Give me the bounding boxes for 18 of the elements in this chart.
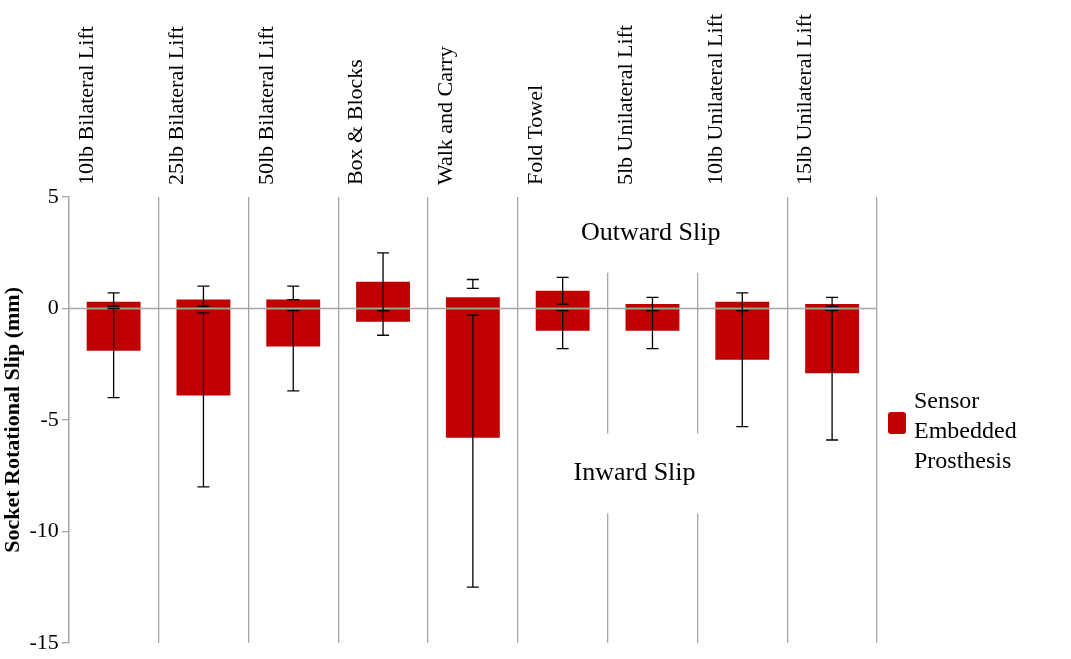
x-tick-label: 10lb Bilateral Lift — [73, 26, 99, 186]
annotation: Inward Slip — [573, 457, 696, 487]
annotation: Outward Slip — [580, 216, 721, 246]
y-tick-label: -10 — [29, 517, 59, 543]
x-tick-label: Box & Blocks — [342, 59, 368, 186]
y-tick-label: -5 — [40, 405, 59, 431]
x-tick-label: Walk and Carry — [432, 46, 458, 186]
legend-label: Sensor Embedded Prosthesis — [914, 386, 1018, 475]
y-tick-label: 5 — [47, 182, 59, 208]
y-tick-label: 0 — [47, 294, 59, 320]
x-tick-label: 5lb Unilateral Lift — [611, 25, 637, 186]
y-tick-label: -15 — [29, 628, 59, 654]
x-tick-label: 10lb Unilateral Lift — [701, 14, 727, 186]
x-tick-label: 15lb Unilateral Lift — [791, 14, 817, 186]
x-tick-label: 25lb Bilateral Lift — [162, 26, 188, 186]
x-tick-label: 50lb Bilateral Lift — [252, 26, 278, 186]
x-tick-label: Fold Towel — [522, 84, 548, 186]
y-axis-title: Socket Rotational Slip (mm) — [0, 287, 24, 553]
